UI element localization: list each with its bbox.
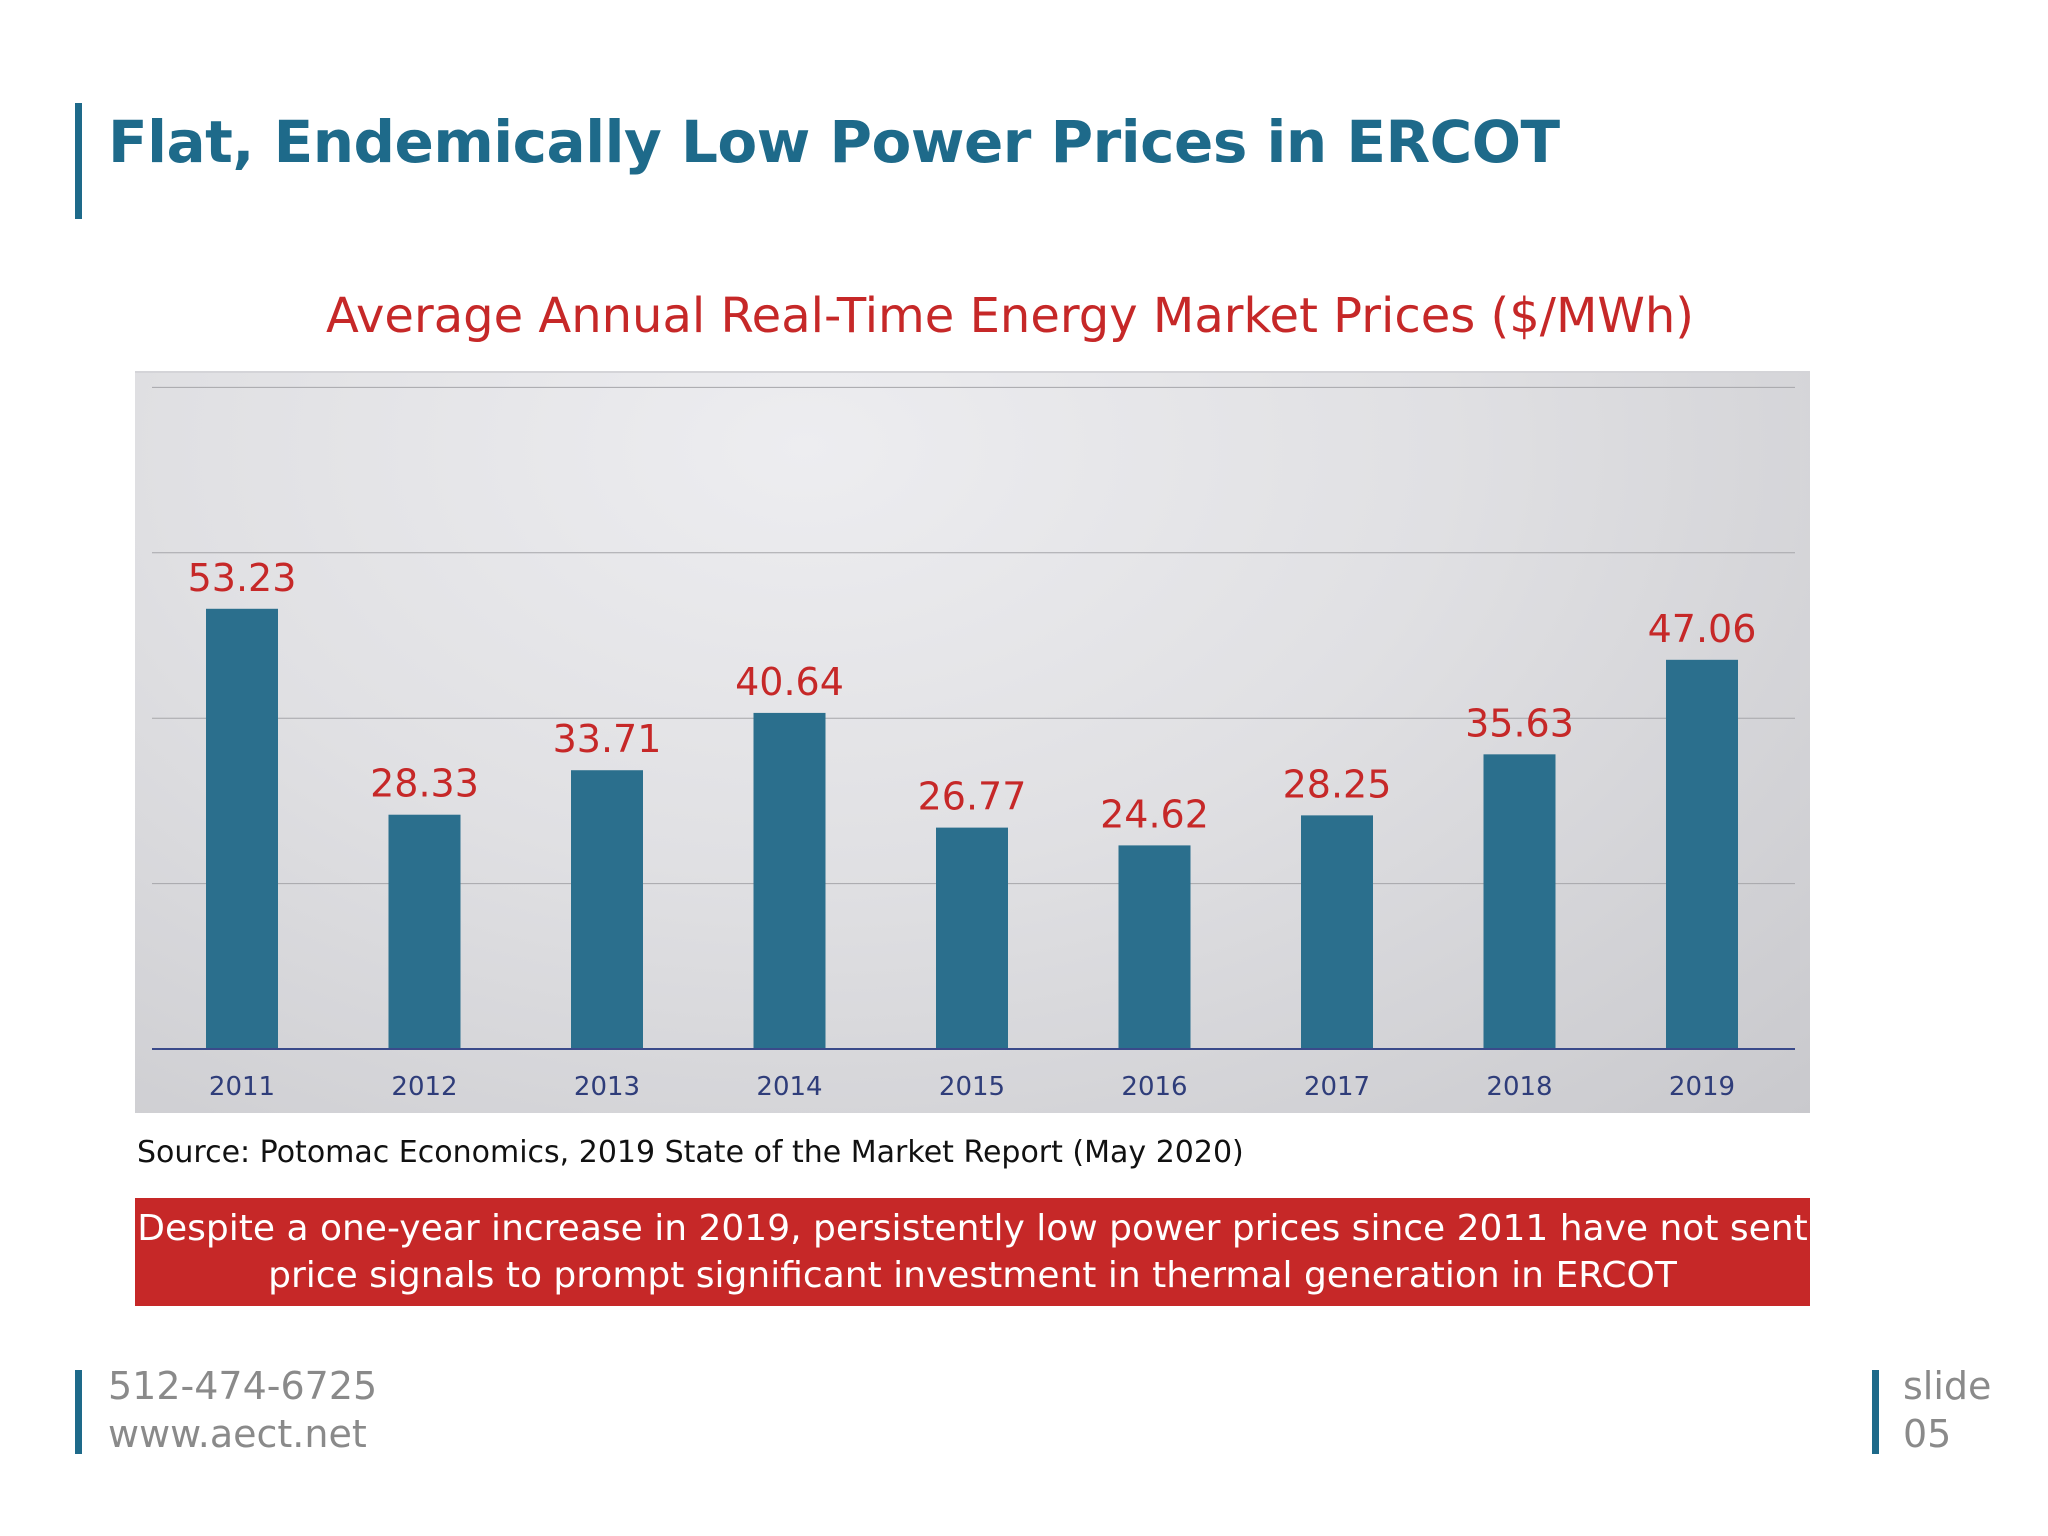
bar-2015 bbox=[936, 827, 1008, 1049]
tick-label-2017: 2017 bbox=[1304, 1072, 1370, 1102]
footer-accent-bar-left bbox=[75, 1370, 82, 1454]
tick-label-2016: 2016 bbox=[1121, 1072, 1187, 1102]
footer-accent-bar-right bbox=[1872, 1370, 1879, 1454]
tick-label-2019: 2019 bbox=[1669, 1072, 1735, 1102]
bar-2014 bbox=[753, 712, 826, 1049]
data-label-2017: 28.25 bbox=[1283, 762, 1392, 806]
data-label-2015: 26.77 bbox=[918, 775, 1027, 819]
bar-2012 bbox=[388, 814, 461, 1049]
footer-slide-label: slide bbox=[1903, 1364, 1992, 1408]
bar-2013 bbox=[571, 770, 643, 1049]
tick-label-2013: 2013 bbox=[574, 1072, 640, 1102]
callout-line-1: Despite a one-year increase in 2019, per… bbox=[137, 1208, 1808, 1249]
bar-2017 bbox=[1301, 815, 1373, 1049]
footer-contact: 512-474-6725 www.aect.net bbox=[108, 1362, 377, 1458]
footer-website[interactable]: www.aect.net bbox=[108, 1412, 367, 1456]
callout-box: Despite a one-year increase in 2019, per… bbox=[135, 1198, 1810, 1306]
callout-line-2: price signals to prompt significant inve… bbox=[268, 1255, 1677, 1296]
footer-slide-info: slide 05 bbox=[1903, 1362, 1991, 1458]
data-label-2016: 24.62 bbox=[1100, 792, 1209, 836]
bar-2019 bbox=[1666, 659, 1738, 1049]
slide-title: Flat, Endemically Low Power Prices in ER… bbox=[108, 108, 1560, 176]
tick-label-2014: 2014 bbox=[756, 1072, 822, 1102]
bar-2011 bbox=[206, 608, 278, 1049]
bar-2018 bbox=[1483, 754, 1556, 1049]
tick-label-2011: 2011 bbox=[209, 1072, 275, 1102]
tick-label-2018: 2018 bbox=[1486, 1072, 1552, 1102]
bar-2016 bbox=[1118, 845, 1191, 1049]
title-accent-bar bbox=[75, 103, 82, 219]
data-label-2011: 53.23 bbox=[188, 556, 297, 600]
data-label-2014: 40.64 bbox=[735, 660, 844, 704]
data-label-2018: 35.63 bbox=[1465, 701, 1574, 745]
footer-slide-number: 05 bbox=[1903, 1412, 1952, 1456]
tick-label-2012: 2012 bbox=[391, 1072, 457, 1102]
footer-phone: 512-474-6725 bbox=[108, 1364, 378, 1408]
bar-chart: 53.23 2011 28.33 2012 33.71 2013 40.64 2014 26.7… bbox=[152, 386, 1795, 1102]
chart-title: Average Annual Real-Time Energy Market P… bbox=[326, 288, 1694, 344]
source-note: Source: Potomac Economics, 2019 State of… bbox=[137, 1135, 1244, 1170]
data-label-2013: 33.71 bbox=[553, 717, 662, 761]
tick-label-2015: 2015 bbox=[939, 1072, 1005, 1102]
chart-area: 53.23 2011 28.33 2012 33.71 2013 40.64 2014 26.7… bbox=[135, 371, 1810, 1113]
data-label-2012: 28.33 bbox=[370, 762, 479, 806]
data-label-2019: 47.06 bbox=[1648, 607, 1757, 651]
